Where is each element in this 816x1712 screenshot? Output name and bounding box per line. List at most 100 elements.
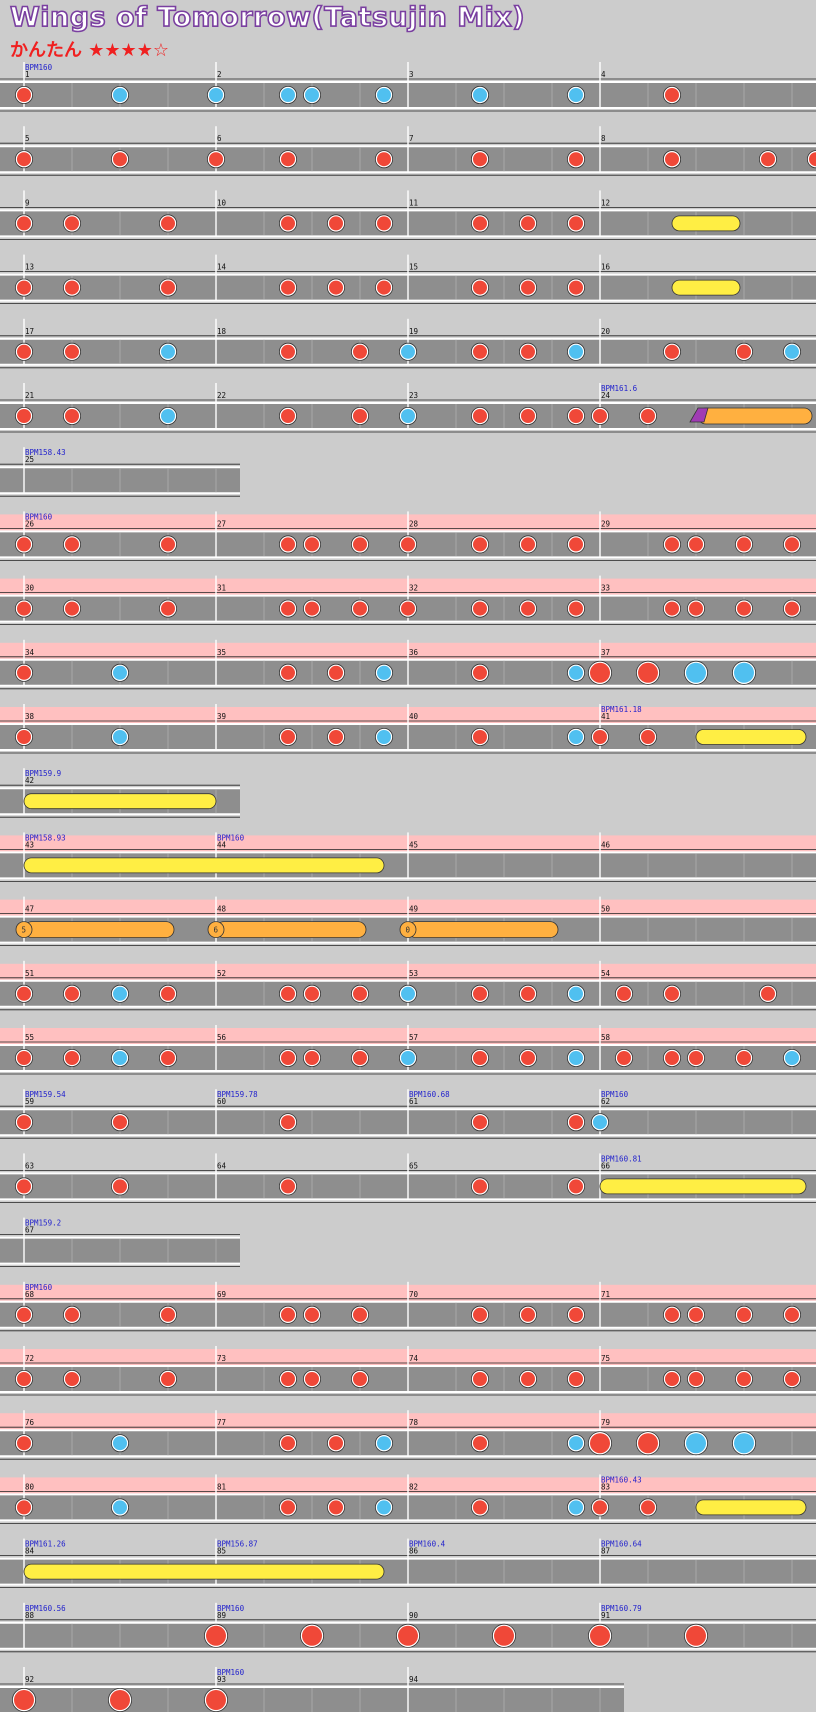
- don-note: [809, 152, 816, 167]
- bpm-marker: BPM160.81: [601, 1154, 642, 1163]
- difficulty-stars: ★★★★☆: [88, 40, 169, 61]
- ka-note: [569, 344, 583, 359]
- measure-number: 38: [25, 712, 35, 721]
- measure-number: 54: [601, 969, 611, 978]
- big-don-note: [686, 1625, 706, 1646]
- ka-note: [401, 986, 415, 1001]
- don-note: [569, 1372, 583, 1386]
- bpm-marker: BPM159.78: [217, 1090, 258, 1099]
- don-note: [161, 280, 175, 295]
- balloon-head: [689, 407, 709, 423]
- don-note: [785, 1307, 799, 1322]
- measure-number: 32: [409, 584, 418, 593]
- don-note: [473, 665, 487, 680]
- measure-number: 69: [217, 1290, 226, 1299]
- measure-number: 18: [217, 327, 227, 336]
- measure-number: 72: [25, 1354, 34, 1363]
- ka-note: [377, 1500, 391, 1515]
- don-note: [737, 1307, 751, 1322]
- don-note: [785, 601, 799, 616]
- measure-number: 75: [601, 1354, 610, 1363]
- drumroll: [671, 279, 741, 296]
- don-note: [353, 409, 367, 423]
- measure-number: 41: [601, 712, 610, 721]
- measure-number: 84: [25, 1547, 35, 1556]
- big-drumroll-head: [15, 921, 33, 938]
- measure-number: 12: [601, 198, 610, 207]
- don-note: [17, 1179, 31, 1194]
- don-note: [569, 152, 583, 167]
- ka-note: [113, 730, 127, 744]
- don-note: [401, 601, 415, 616]
- don-note: [521, 409, 535, 423]
- measure-number: 36: [409, 648, 419, 657]
- don-note: [641, 730, 655, 744]
- big-drumroll: [407, 921, 559, 938]
- don-note: [65, 1051, 79, 1065]
- don-note: [17, 152, 31, 167]
- don-note: [377, 280, 391, 295]
- don-note: [281, 216, 295, 231]
- measure-number: 39: [217, 712, 226, 721]
- ka-note: [377, 1436, 391, 1451]
- don-note: [17, 1436, 31, 1451]
- don-note: [665, 1307, 679, 1322]
- bpm-marker: BPM160: [217, 833, 245, 842]
- measure-number: 85: [217, 1547, 226, 1556]
- bpm-marker: BPM159.54: [25, 1090, 66, 1099]
- don-note: [473, 537, 487, 552]
- ka-note: [161, 344, 175, 359]
- measure-number: 8: [601, 134, 606, 143]
- drumroll: [23, 1563, 385, 1580]
- don-note: [281, 1372, 295, 1386]
- measure-number: 71: [601, 1290, 610, 1299]
- don-note: [281, 1179, 295, 1194]
- measure-number: 34: [25, 648, 35, 657]
- don-note: [473, 344, 487, 359]
- don-note: [521, 537, 535, 552]
- don-note: [737, 1372, 751, 1386]
- ka-note: [209, 88, 223, 102]
- don-note: [281, 601, 295, 616]
- bpm-marker: BPM161.6: [601, 384, 638, 393]
- measure-number: 26: [25, 519, 35, 528]
- ka-note: [113, 986, 127, 1001]
- don-note: [161, 216, 175, 231]
- don-note: [161, 986, 175, 1001]
- big-ka-note: [734, 662, 754, 683]
- don-note: [665, 537, 679, 552]
- measure-number: 82: [409, 1482, 418, 1491]
- don-note: [305, 537, 319, 552]
- don-note: [65, 601, 79, 616]
- don-note: [329, 1500, 343, 1515]
- measure-number: 80: [25, 1482, 35, 1491]
- don-note: [353, 1051, 367, 1065]
- don-note: [281, 409, 295, 423]
- don-note: [353, 1307, 367, 1322]
- don-note: [665, 88, 679, 102]
- measure-number: 78: [409, 1418, 419, 1427]
- measure-number: 22: [217, 391, 226, 400]
- measure-number: 57: [409, 1033, 418, 1042]
- measure-number: 48: [217, 905, 227, 914]
- measure-number: 92: [25, 1675, 34, 1684]
- don-note: [329, 665, 343, 680]
- measure-number: 59: [25, 1097, 34, 1106]
- ka-note: [785, 344, 799, 359]
- don-note: [281, 344, 295, 359]
- don-note: [569, 1115, 583, 1130]
- don-note: [665, 601, 679, 616]
- don-note: [473, 986, 487, 1001]
- measure-number: 5: [25, 134, 30, 143]
- measure-number: 88: [25, 1611, 35, 1620]
- measure-number: 15: [409, 263, 418, 272]
- measure-number: 14: [217, 263, 227, 272]
- ka-note: [785, 1051, 799, 1065]
- don-note: [473, 601, 487, 616]
- drumroll: [695, 729, 807, 745]
- measure-number: 68: [25, 1290, 35, 1299]
- measure-number: 79: [601, 1418, 610, 1427]
- don-note: [281, 730, 295, 744]
- don-note: [377, 152, 391, 167]
- don-note: [473, 409, 487, 423]
